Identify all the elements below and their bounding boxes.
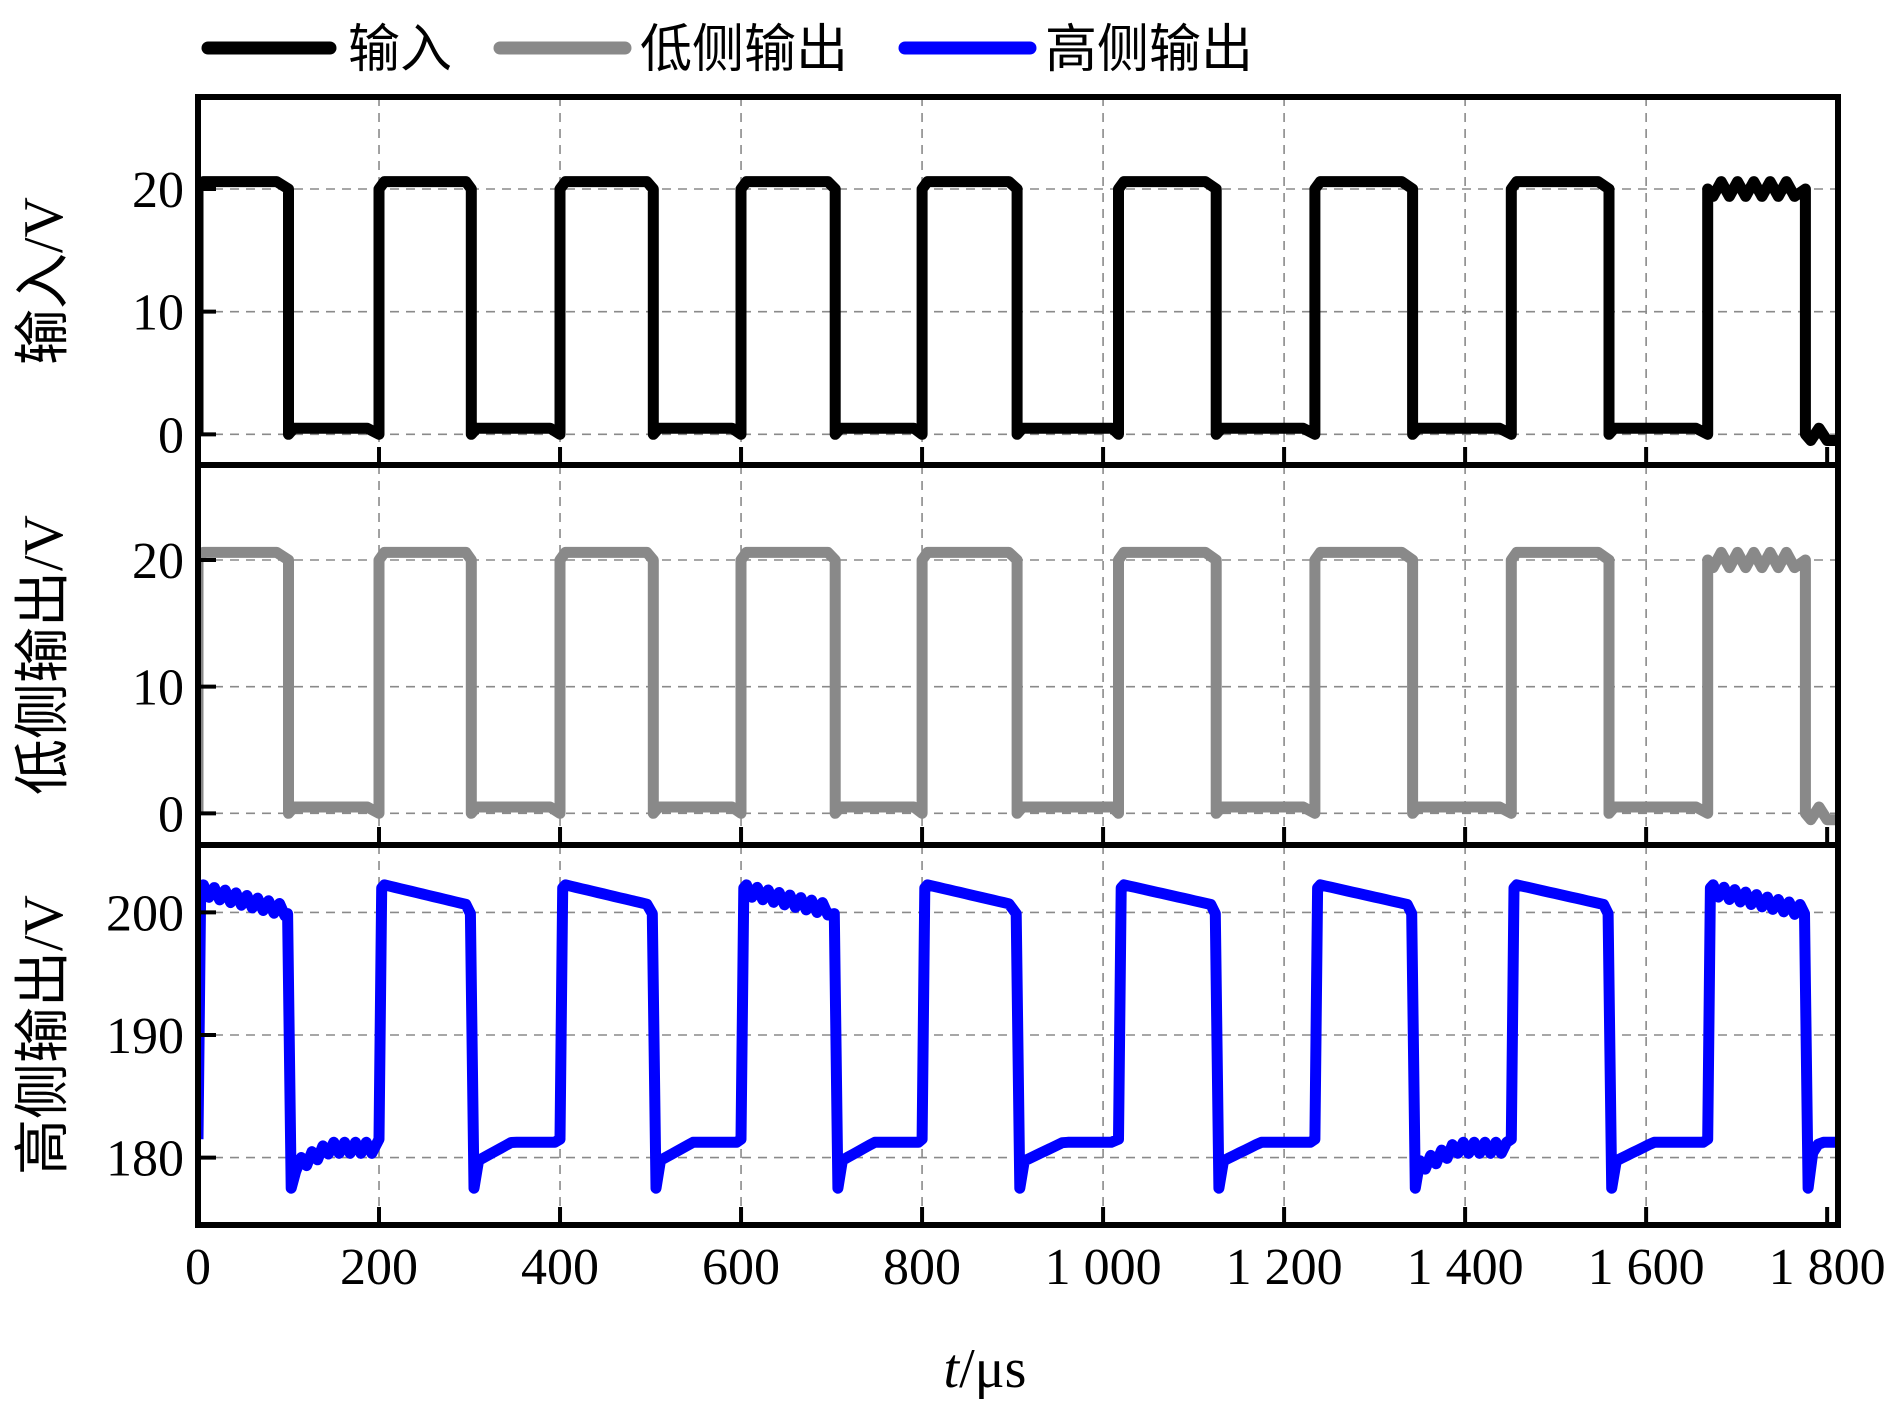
ytick-label-0-0: 0: [158, 407, 184, 464]
ytick-label-2-2: 200: [106, 885, 184, 942]
x-axis-title-unit: /μs: [959, 1338, 1026, 1400]
y-axis-title-1: 低侧输出/V: [13, 515, 75, 795]
xtick-label-8: 1 600: [1588, 1239, 1705, 1296]
xtick-label-0: 0: [185, 1239, 211, 1296]
legend: 输入 低侧输出 高侧输出: [201, 22, 1253, 79]
xtick-label-5: 1 000: [1045, 1239, 1162, 1296]
xtick-label-6: 1 200: [1226, 1239, 1343, 1296]
series-line-2: [198, 879, 1837, 1194]
ytick-label-0-1: 10: [132, 285, 184, 342]
x-axis-title: t/μs: [944, 1338, 1027, 1400]
panel-0: 0 10 20 输入/V: [13, 94, 1841, 468]
series-line-0: [198, 176, 1837, 446]
ytick-label-2-1: 190: [106, 1008, 184, 1065]
xtick-label-2: 400: [521, 1239, 599, 1296]
x-axis-title-italic: t: [944, 1338, 961, 1400]
panel-2: 180 190 200 高侧输出/V: [13, 842, 1841, 1228]
legend-label-0: 输入: [348, 22, 452, 79]
ytick-label-1-2: 20: [132, 533, 184, 590]
legend-label-1: 低侧输出: [640, 22, 848, 79]
xtick-label-4: 800: [883, 1239, 961, 1296]
xtick-label-3: 600: [702, 1239, 780, 1296]
xtick-label-9: 1 800: [1769, 1239, 1886, 1296]
xtick-label-7: 1 400: [1407, 1239, 1524, 1296]
y-axis-title-0: 输入/V: [13, 197, 75, 365]
legend-label-2: 高侧输出: [1045, 22, 1253, 79]
xtick-label-1: 200: [340, 1239, 418, 1296]
ytick-label-1-1: 10: [132, 660, 184, 717]
ytick-label-0-2: 20: [132, 162, 184, 219]
ytick-label-1-0: 0: [158, 786, 184, 843]
panels: 0 10 20 输入/V 0 10 20 低侧输出/V 180 190 200 高侧输出/V: [13, 94, 1841, 1228]
x-tick-labels: 0 200 400 600 800 1 000 1 200 1 400 1 600 1 800: [185, 1239, 1886, 1296]
series-line-1: [198, 546, 1837, 826]
ytick-label-2-0: 180: [106, 1131, 184, 1188]
y-axis-title-2: 高侧输出/V: [13, 895, 75, 1175]
panel-1: 0 10 20 低侧输出/V: [13, 462, 1841, 848]
